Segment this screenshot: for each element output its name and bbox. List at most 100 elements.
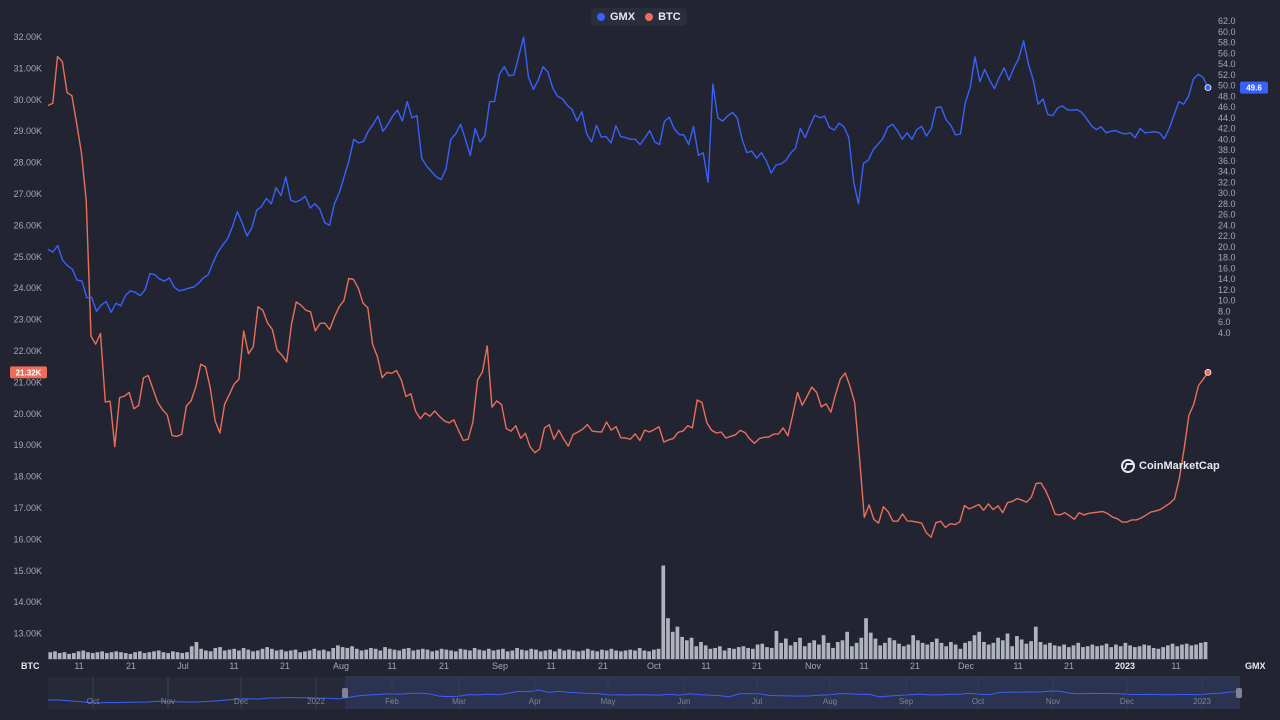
volume-bar [378, 650, 383, 659]
right-axis-tick: 26.0 [1218, 210, 1236, 220]
x-axis-tick: 11 [546, 661, 555, 671]
volume-bar [684, 640, 689, 659]
volume-bar [199, 648, 204, 659]
volume-bar [336, 645, 340, 659]
right-axis-tick: 34.0 [1218, 167, 1236, 177]
volume-bar [567, 649, 571, 659]
volume-bar [1019, 639, 1024, 659]
volume-bar [590, 650, 595, 659]
range-navigator[interactable]: Oct Nov Dec 2022 Feb Mar Apr May Jun Jul Aug Sep Oct… [47, 676, 1242, 709]
right-axis-tick: 60.0 [1218, 27, 1236, 37]
watermark-text: CoinMarketCap [1139, 460, 1220, 472]
volume-bar [387, 648, 392, 659]
volume-bar [284, 651, 288, 659]
navigator-tick: May [600, 697, 615, 706]
navigator-tick: Feb [385, 697, 399, 706]
volume-bar [991, 642, 996, 659]
volume-bar [364, 649, 369, 659]
right-axis-tick: 32.0 [1218, 177, 1236, 187]
volume-bar [1085, 646, 1090, 659]
volume-bar [850, 646, 854, 659]
right-axis-tick: 12.0 [1218, 285, 1236, 295]
gmx-line [47, 36, 1209, 313]
volume-bar [821, 635, 826, 659]
volume-bar [897, 643, 901, 659]
volume-bar [109, 652, 114, 659]
volume-bar [524, 650, 529, 659]
volume-bar [859, 637, 864, 659]
x-axis-tick: 21 [126, 661, 136, 671]
volume-bar [1184, 643, 1189, 659]
volume-bar [958, 648, 963, 659]
volume-bar [496, 649, 501, 659]
volume-bar [86, 652, 90, 659]
volume-bar [510, 650, 515, 659]
volume-bar [222, 650, 227, 659]
volume-bar [1071, 645, 1076, 659]
volume-bar [175, 652, 180, 659]
volume-bar [982, 642, 986, 659]
volume-bar [1104, 643, 1109, 659]
legend-item-btc[interactable]: BTC [645, 11, 681, 23]
volume-bar [90, 653, 95, 659]
right-axis-tick: 44.0 [1218, 113, 1236, 123]
volume-bar [1081, 647, 1085, 659]
volume-bar [633, 650, 637, 659]
gmx-last-point [1204, 84, 1212, 92]
btc-series [47, 55, 1212, 538]
left-axis-tick: 20.00K [13, 409, 42, 419]
x-axis-tick: Dec [958, 661, 975, 671]
volume-bar [303, 651, 307, 659]
volume-bar [406, 647, 411, 659]
right-axis-tick: 42.0 [1218, 124, 1236, 134]
volume-bar [251, 651, 255, 659]
volume-bar [515, 647, 519, 659]
volume-bar [920, 642, 925, 659]
right-axis-tick: 30.0 [1218, 188, 1236, 198]
volume-bar [1189, 645, 1194, 659]
volume-bar [939, 642, 944, 659]
x-axis-tick: Oct [647, 661, 662, 671]
volume-bar [1147, 645, 1151, 659]
legend-item-gmx[interactable]: GMX [597, 11, 635, 23]
volume-bar [321, 649, 326, 659]
x-axis: 11 21 Jul 11 21 Aug 11 21 Sep 11 21 Oct 11 21 Nov 11 21 D… [74, 661, 1180, 671]
x-axis-tick: Nov [805, 661, 822, 671]
volume-bar [1118, 646, 1123, 659]
volume-bar [717, 646, 722, 659]
volume-bar [784, 638, 788, 659]
volume-bar [1043, 644, 1048, 659]
volume-bar [486, 648, 491, 659]
navigator-tick: Dec [1120, 697, 1134, 706]
volume-bar [137, 651, 142, 659]
volume-bar [1198, 642, 1203, 659]
volume-bar [699, 642, 703, 659]
right-axis-tick: 50.0 [1218, 81, 1236, 91]
volume-bar [354, 648, 359, 659]
volume-bar [972, 635, 977, 659]
volume-bar [878, 645, 883, 659]
volume-bar [1180, 644, 1184, 659]
volume-bar [868, 632, 873, 659]
left-axis-title: BTC [21, 661, 40, 671]
volume-bar [1015, 636, 1019, 659]
volume-bar [769, 647, 774, 659]
volume-bar [604, 650, 609, 659]
volume-bar [402, 648, 406, 659]
volume-bar [1099, 645, 1104, 659]
volume-bar [147, 652, 152, 659]
volume-bar [359, 650, 364, 659]
volume-bar [57, 653, 62, 659]
navigator-tick: Apr [529, 697, 542, 706]
navigator-tick: Oct [87, 697, 100, 706]
volume-bar [557, 648, 562, 659]
volume-bar [552, 651, 557, 659]
volume-bar [713, 647, 717, 659]
btc-last-value-badge [10, 366, 47, 379]
volume-bars [48, 565, 1208, 659]
left-axis-tick: 26.00K [13, 220, 42, 230]
volume-bar [180, 653, 185, 659]
volume-bar [1066, 647, 1071, 659]
volume-bar [949, 642, 953, 659]
